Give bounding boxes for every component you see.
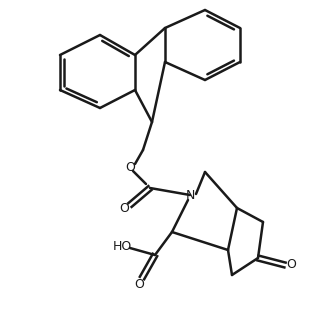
Text: O: O — [286, 259, 296, 272]
Text: O: O — [134, 279, 144, 291]
Text: HO: HO — [112, 239, 132, 253]
Text: O: O — [119, 202, 129, 214]
Text: O: O — [125, 160, 135, 174]
Text: N: N — [185, 189, 195, 202]
